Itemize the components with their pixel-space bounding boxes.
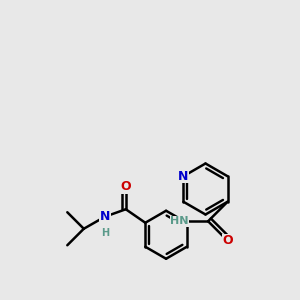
Text: H: H [101,228,109,238]
Text: O: O [121,180,131,193]
Text: O: O [222,234,233,247]
Text: N: N [178,170,189,183]
Text: HN: HN [170,216,189,226]
Text: N: N [100,210,110,223]
